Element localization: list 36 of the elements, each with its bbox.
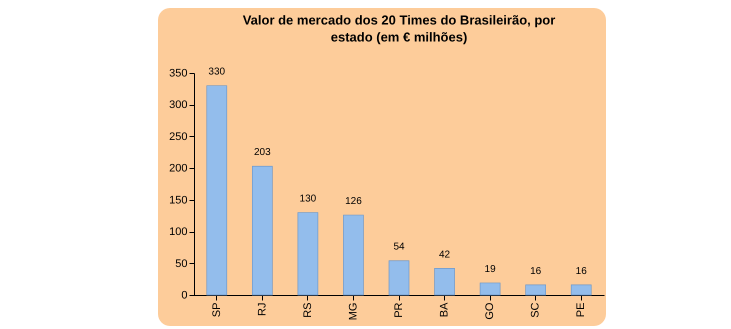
x-tick-label: RS [302, 302, 314, 318]
bar [434, 268, 455, 296]
data-label: 16 [530, 266, 542, 277]
bar [206, 85, 228, 296]
data-label: 126 [345, 196, 362, 208]
y-tick-label: 50 [175, 258, 188, 270]
x-tick-label: PE [575, 302, 588, 318]
bar [525, 284, 546, 296]
x-tick-label: SP [210, 302, 223, 318]
x-tick-label: GO [484, 302, 496, 320]
y-tick-label: 100 [169, 226, 188, 238]
bar [343, 214, 364, 296]
x-tick-label: MG [347, 302, 360, 320]
y-tick-label: 200 [169, 162, 188, 175]
bar [252, 166, 273, 296]
y-tick-label: 300 [169, 99, 188, 112]
bar [480, 282, 500, 296]
bar [298, 212, 318, 296]
data-label: 330 [208, 66, 226, 78]
bar [570, 284, 592, 296]
y-tick-label: 350 [169, 68, 188, 80]
data-label: 54 [393, 242, 405, 253]
data-label: 16 [576, 266, 588, 277]
data-label: 42 [438, 249, 451, 260]
x-tick-label: RJ [256, 302, 268, 316]
data-label: 19 [484, 264, 496, 275]
x-tick-label: SC [530, 302, 542, 318]
data-label: 130 [300, 194, 317, 205]
chart-title: Valor de mercado dos 20 Times do Brasileirão, por estado (em € milhões) [242, 12, 556, 45]
y-tick-label: 250 [169, 130, 188, 143]
y-tick-label: 0 [181, 290, 188, 302]
data-label: 203 [254, 147, 272, 158]
x-tick-label: BA [438, 302, 451, 318]
y-tick-label: 150 [169, 194, 188, 206]
x-tick-label: PR [393, 302, 405, 318]
bar [388, 260, 410, 296]
